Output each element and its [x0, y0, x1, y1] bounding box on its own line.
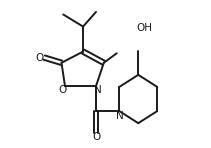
Text: OH: OH: [137, 23, 153, 33]
Text: N: N: [94, 85, 102, 95]
Text: O: O: [92, 132, 100, 142]
Text: O: O: [59, 85, 67, 95]
Text: N: N: [116, 111, 124, 121]
Text: O: O: [36, 53, 44, 63]
